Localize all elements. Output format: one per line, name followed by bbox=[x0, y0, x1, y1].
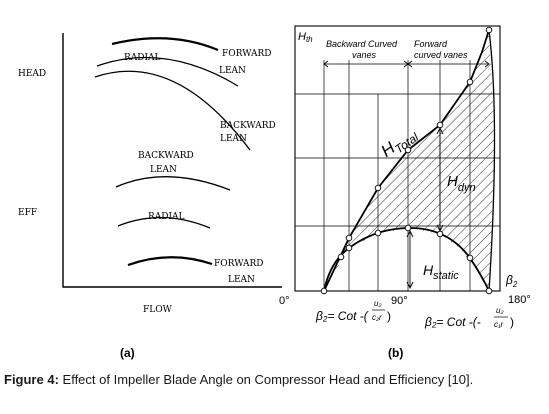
eff-axis-label: EFF bbox=[18, 208, 37, 218]
point bbox=[466, 254, 474, 262]
svg-text:c₂r: c₂r bbox=[372, 313, 382, 322]
svg-text:): ) bbox=[510, 315, 514, 329]
h-total-curve bbox=[323, 29, 490, 292]
panel-b: Backward Curved vanes Forward curved van… bbox=[279, 25, 531, 360]
panel-a: HEAD EFF FLOW FORWARD LEAN RADIAL BACKWA… bbox=[18, 33, 282, 360]
formula-right: β₂= Cot -(- u₂ c₁r ) bbox=[424, 306, 514, 329]
head-backward-curve bbox=[94, 70, 251, 151]
head-forward-label: FORWARD LEAN bbox=[219, 49, 274, 76]
panel-a-label: (a) bbox=[120, 346, 135, 360]
y-axis-label: Hth bbox=[298, 31, 313, 44]
flow-axis-label: FLOW bbox=[143, 305, 173, 315]
panel-a-axes bbox=[62, 33, 282, 288]
h-static-label: Hstatic bbox=[423, 262, 459, 282]
dimension-arrows bbox=[406, 126, 444, 290]
svg-text:β₂= Cot -(: β₂= Cot -( bbox=[315, 309, 370, 323]
eff-forward-curve bbox=[127, 256, 213, 267]
svg-text:): ) bbox=[387, 309, 391, 323]
point bbox=[374, 229, 382, 237]
point bbox=[374, 184, 382, 192]
point bbox=[345, 244, 353, 252]
region-backward-label: Backward Curved vanes bbox=[326, 39, 400, 60]
caption-text: Effect of Impeller Blade Angle on Compre… bbox=[58, 372, 474, 387]
eff-radial-curve bbox=[117, 216, 211, 229]
head-radial-curve bbox=[96, 56, 239, 87]
region-arrows bbox=[323, 60, 490, 68]
svg-text:u₂: u₂ bbox=[496, 306, 504, 315]
point bbox=[436, 121, 444, 129]
panel-b-frame bbox=[294, 25, 501, 292]
head-axis-label: HEAD bbox=[18, 69, 46, 79]
tick-0: 0° bbox=[279, 295, 290, 307]
svg-text:β₂= Cot -(-: β₂= Cot -(- bbox=[424, 315, 481, 329]
point bbox=[337, 253, 345, 261]
head-radial-label: RADIAL bbox=[124, 53, 161, 63]
eff-forward-label: FORWARD LEAN bbox=[214, 259, 266, 285]
caption-prefix: Figure 4: bbox=[4, 372, 59, 387]
point bbox=[436, 230, 444, 238]
svg-text:u₂: u₂ bbox=[374, 299, 382, 308]
region-forward-label: Forward curved vanes bbox=[414, 39, 468, 60]
tick-90: 90° bbox=[391, 295, 408, 307]
point bbox=[404, 224, 412, 232]
point bbox=[345, 234, 353, 242]
eff-backward-label: BACKWARD LEAN bbox=[138, 151, 197, 175]
h-dyn-label: Hdyn bbox=[447, 173, 476, 194]
head-backward-label: BACKWARD LEAN bbox=[220, 121, 279, 144]
data-points bbox=[320, 26, 493, 295]
point bbox=[404, 146, 412, 154]
point bbox=[320, 287, 328, 295]
panel-b-label: (b) bbox=[388, 346, 403, 360]
point bbox=[485, 26, 493, 34]
x-axis-label: β2 bbox=[505, 273, 518, 289]
eff-backward-curve bbox=[115, 176, 231, 191]
svg-text:c₁r: c₁r bbox=[494, 320, 504, 329]
figure-caption: Figure 4: Effect of Impeller Blade Angle… bbox=[4, 372, 544, 388]
head-forward-curve bbox=[111, 37, 219, 52]
point bbox=[466, 78, 474, 86]
formula-left: β₂= Cot -( u₂ c₂r ) bbox=[315, 299, 391, 323]
tick-180: 180° bbox=[508, 294, 531, 306]
h-total-upper-branch bbox=[488, 29, 496, 292]
point bbox=[485, 287, 493, 295]
